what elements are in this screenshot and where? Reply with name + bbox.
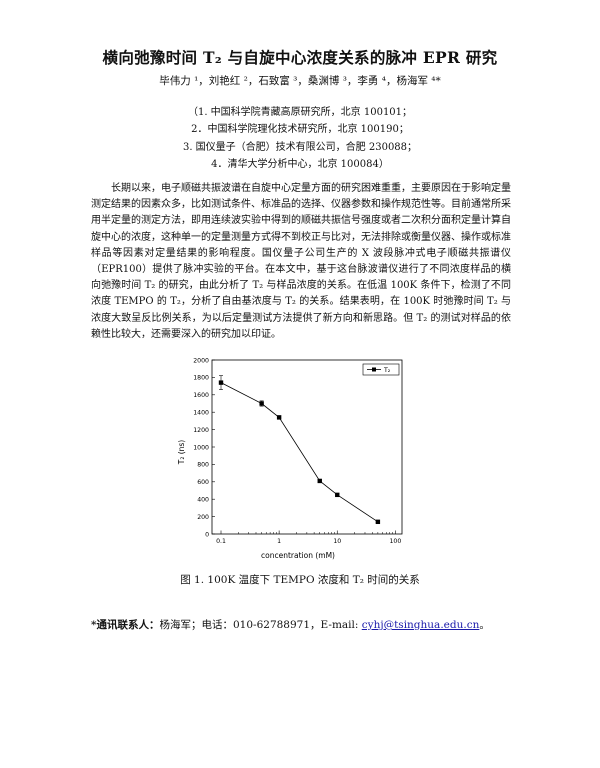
affiliation-2: 2．中国科学院理化技术研究所，北京 100190； [191,124,409,136]
paper-title: 横向弛豫时间 T₂ 与自旋中心浓度关系的脉冲 EPR 研究 [102,48,498,67]
y-tick-label: 1200 [193,427,209,434]
y-tick-label: 1800 [193,375,209,382]
data-point [335,492,340,498]
contact-tail: 。 [479,619,490,631]
legend-label: T₂ [383,367,391,374]
y-axis-label: T₂ (ns) [177,440,186,466]
corresponding-author: *通讯联系人：杨海军；电话：010-62788971，E-mail: cyhj@… [91,617,551,632]
affiliation-1: （1. 中国科学院青藏高原研究所，北京 100101； [187,107,413,118]
y-tick-label: 200 [197,514,209,521]
author-list: 毕伟力 ¹，刘艳红 ²，石致富 ³，桑渊博 ³，李勇 ⁴，杨海军 ⁴* [159,75,441,87]
legend-marker [372,367,376,372]
contact-text: 杨海军；电话：010-62788971，E-mail: [159,619,362,631]
data-point [276,415,282,420]
affiliation-list: （1. 中国科学院青藏高原研究所，北京 100101； 2．中国科学院理化技术研… [0,104,600,174]
y-tick-label: 1600 [193,392,209,399]
x-tick-label: 1 [277,538,281,545]
y-tick-label: 1400 [193,410,209,417]
x-tick-label: 100 [389,538,401,545]
email-link[interactable]: cyhj@tsinghua.edu.cn [361,619,480,631]
plot-frame [211,359,403,535]
data-point [375,519,381,525]
x-tick-label: 0.1 [216,538,226,545]
data-point [259,401,264,406]
abstract-paragraph: 长期以来，电子顺磁共振波谱在自旋中心定量方面的研究困难重重，主要原因在于影响定量… [91,183,511,340]
y-tick-label: 0 [205,531,209,538]
affiliation-3: 3. 国仪量子（合肥）技术有限公司，合肥 230088； [182,141,418,153]
data-point [218,380,224,385]
y-tick-label: 400 [197,497,209,504]
figure-caption: 图 1. 100K 温度下 TEMPO 浓度和 T₂ 时间的关系 [180,574,420,586]
t2-concentration-chart: 0 200 400 600 800 1000 1200 1400 1600 1800 2000 0.1… [177,357,403,560]
data-point [317,478,322,484]
contact-label: *通讯联系人： [91,619,160,631]
series-line [220,382,379,523]
y-tick-label: 800 [197,462,209,469]
y-tick-label: 2000 [193,357,209,364]
x-tick-label: 10 [333,538,341,545]
affiliation-4: 4．清华大学分析中心，北京 100084） [211,159,389,171]
y-tick-label: 600 [197,479,209,486]
x-axis-label: concentration (mM) [261,551,335,560]
y-tick-label: 1000 [193,444,209,451]
